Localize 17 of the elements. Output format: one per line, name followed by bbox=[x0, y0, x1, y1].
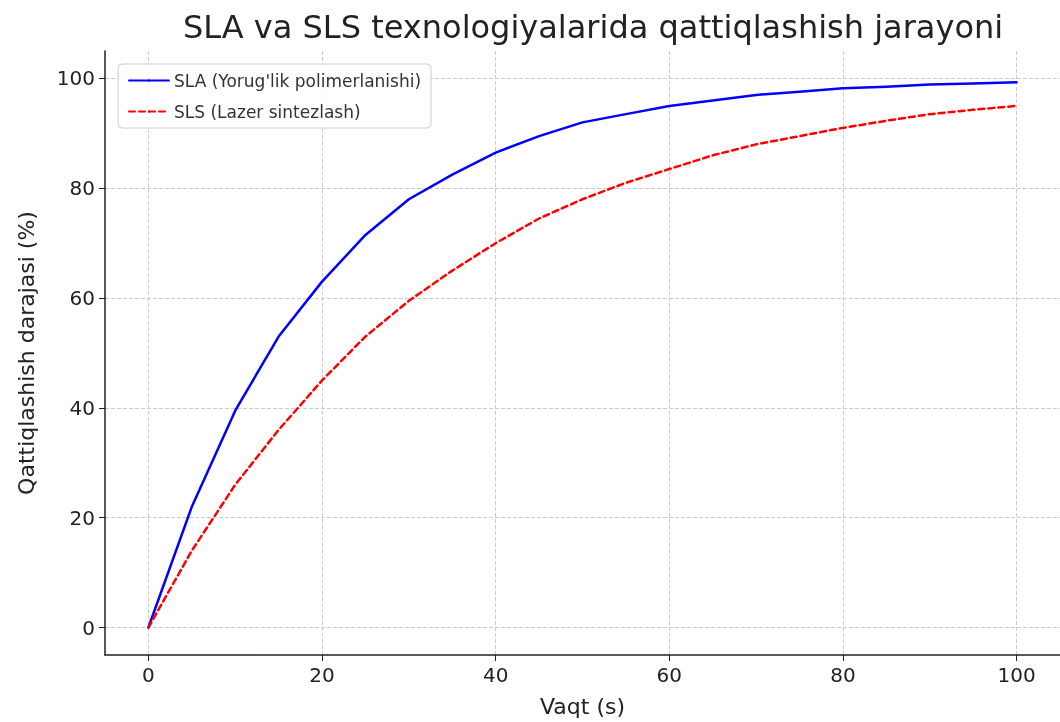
x-tick-label: 20 bbox=[309, 663, 335, 687]
legend-label: SLS (Lazer sintezlash) bbox=[174, 101, 361, 122]
x-tick-label: 80 bbox=[830, 663, 856, 687]
y-tick-label: 40 bbox=[69, 395, 95, 420]
y-tick-label: 60 bbox=[69, 286, 95, 311]
x-tick-label: 0 bbox=[142, 663, 155, 687]
y-tick-label: 20 bbox=[69, 505, 95, 530]
x-axis-title: Vaqt (s) bbox=[539, 693, 626, 719]
y-tick-label: 80 bbox=[69, 176, 95, 201]
x-tick-label: 60 bbox=[656, 663, 683, 687]
x-tick-label: 100 bbox=[997, 663, 1036, 687]
legend-label: SLA (Yorug'lik polimerlanishi) bbox=[174, 70, 422, 91]
y-tick-label: 100 bbox=[56, 66, 95, 91]
y-axis-title: Qattiqlashish darajasi (%) bbox=[13, 211, 39, 495]
chart-title: SLA va SLS texnologiyalarida qattiqlashish jarayoni bbox=[182, 8, 1004, 46]
y-tick-label: 0 bbox=[82, 615, 95, 640]
x-tick-label: 40 bbox=[482, 663, 509, 687]
